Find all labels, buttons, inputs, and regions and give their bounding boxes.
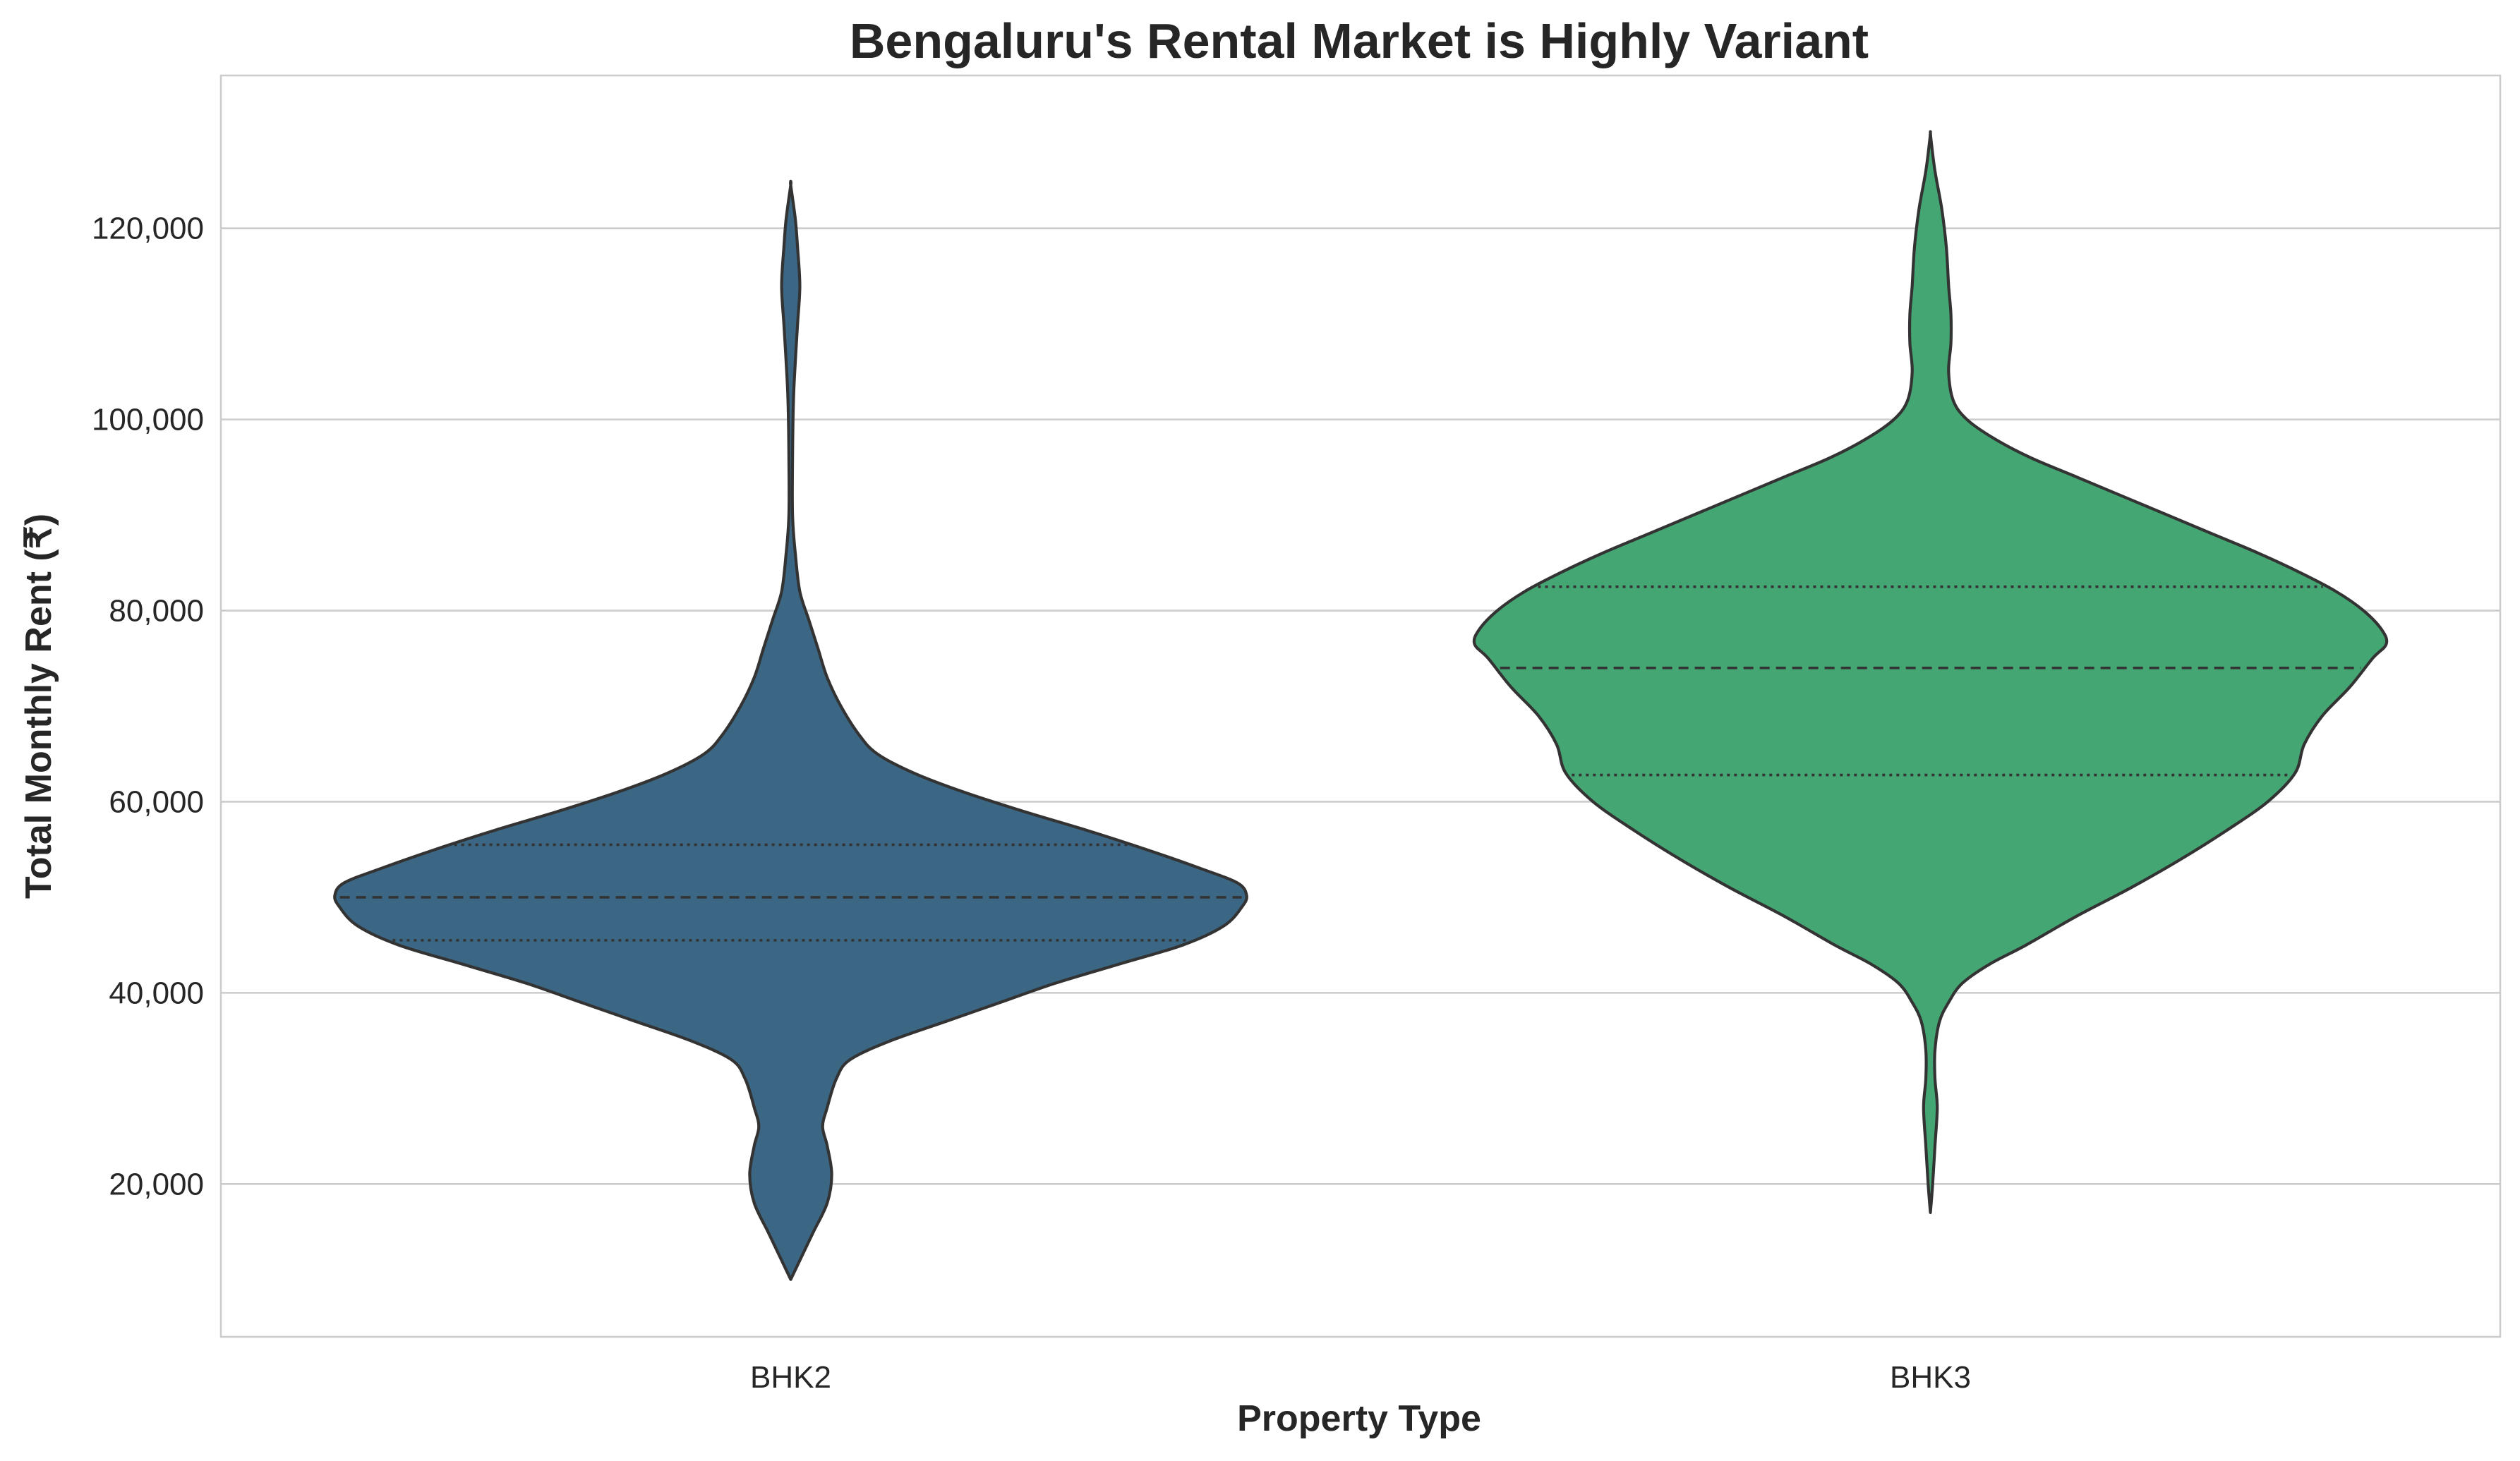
violins	[333, 130, 2389, 1281]
x-tick-labels: BHK2 BHK3	[750, 1360, 1971, 1395]
y-tick-label: 20,000	[109, 1167, 204, 1201]
violin-bhk2	[333, 179, 1248, 1281]
y-tick-label: 80,000	[109, 594, 204, 629]
y-tick-label: 120,000	[92, 212, 204, 246]
x-tick-label: BHK3	[1890, 1360, 1971, 1395]
plot-frame	[219, 74, 2502, 1338]
violin-bhk3	[1472, 130, 2389, 1214]
y-tick-labels: 20,000 40,000 60,000 80,000 100,000 120,000	[92, 212, 204, 1202]
chart-title: Bengaluru's Rental Market is Highly Vari…	[850, 13, 1869, 68]
x-axis-label: Property Type	[1237, 1398, 1481, 1439]
y-tick-label: 60,000	[109, 784, 204, 819]
y-tick-label: 40,000	[109, 976, 204, 1010]
x-tick-label: BHK2	[750, 1360, 831, 1395]
y-tick-label: 100,000	[92, 403, 204, 437]
y-axis-label: Total Monthly Rent (₹)	[18, 514, 59, 899]
